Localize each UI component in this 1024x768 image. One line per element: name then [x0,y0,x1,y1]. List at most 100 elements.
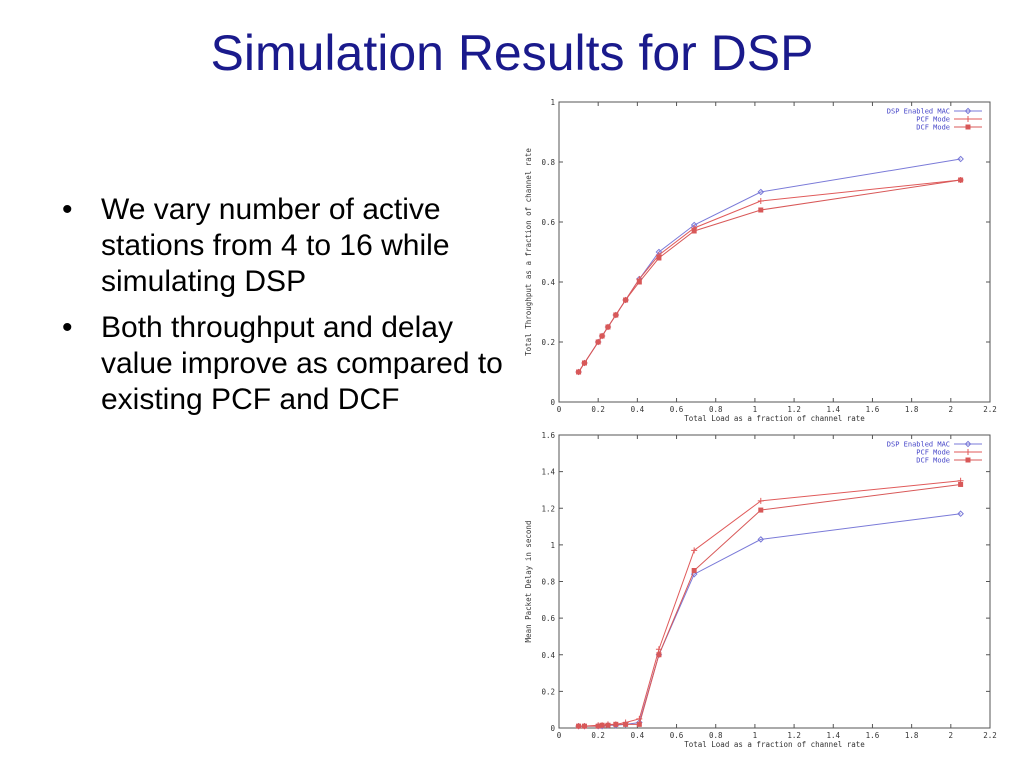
throughput-x-tick-label: 1.4 [826,405,840,414]
throughput-x-tick-label: 2.2 [983,405,997,414]
delay-y-axis-label: Mean Packet Delay in second [524,521,533,643]
throughput-y-tick-label: 0.4 [541,278,555,287]
delay-y-tick-label: 0 [550,724,555,733]
delay-x-tick-label: 0.8 [709,731,723,740]
throughput-data-point [595,339,601,345]
delay-x-tick-label: 0.2 [591,731,605,740]
delay-x-tick-label: 1.2 [787,731,801,740]
throughput-x-tick-label: 1.2 [787,405,801,414]
throughput-data-point [757,188,765,196]
throughput-data-point [623,297,629,303]
throughput-data-point [581,360,587,366]
throughput-x-tick-label: 0.2 [591,405,605,414]
delay-data-point [636,721,642,727]
throughput-legend-marker [965,116,971,122]
delay-x-axis-label: Total Load as a fraction of channel rate [684,740,865,749]
delay-x-tick-label: 1.4 [826,731,840,740]
throughput-data-point [758,207,764,213]
throughput-legend-label: PCF Mode [916,116,950,124]
throughput-x-tick-label: 0.4 [631,405,645,414]
throughput-data-point [599,333,605,339]
throughput-data-point [957,155,964,163]
delay-y-tick-label: 0.8 [541,578,555,587]
delay-data-point [656,652,662,658]
delay-series-line [578,480,961,727]
throughput-data-point [636,279,642,285]
delay-x-tick-label: 1.6 [866,731,880,740]
delay-data-point [613,721,619,727]
delay-chart: 0 0.2 0.4 0.6 0.8 1 1.2 1.4 1.6 1.8 2 2.2 0 0.2 0.4 0.6… [524,431,997,749]
throughput-x-tick-label: 0 [557,405,562,414]
throughput-y-tick-label: 1 [550,98,555,107]
throughput-legend-marker [965,124,971,130]
delay-x-tick-label: 1 [753,731,758,740]
throughput-chart: 0 0.2 0.4 0.6 0.8 1 1.2 1.4 1.6 1.8 2 2.2 0 0.2 0.4 0.6… [524,98,997,423]
delay-data-point [691,547,698,554]
delay-data-point [690,570,698,578]
delay-legend-marker [964,440,972,448]
throughput-y-axis-label: Total Throughput as a fraction of channe… [524,148,533,356]
delay-y-tick-label: 1.4 [541,468,555,477]
delay-series-line [578,513,961,727]
throughput-x-tick-label: 1.6 [866,405,880,414]
delay-y-tick-label: 1 [550,541,555,550]
delay-data-point [957,510,964,518]
delay-y-tick-label: 1.6 [541,431,555,440]
throughput-x-tick-label: 0.6 [670,405,684,414]
throughput-legend-label: DCF Mode [916,124,950,132]
delay-x-tick-label: 2 [949,731,954,740]
delay-plot-frame [558,434,991,729]
delay-x-tick-label: 0 [557,731,562,740]
bullet-text: Both throughput and delay value improve … [101,311,503,416]
delay-y-tick-label: 0.4 [541,651,555,660]
bullet-text: We vary number of active stations from 4… [101,193,450,298]
throughput-x-tick-label: 0.8 [709,405,723,414]
delay-x-tick-label: 2.2 [983,731,997,740]
throughput-data-point [691,228,697,234]
throughput-x-axis-label: Total Load as a fraction of channel rate [684,414,865,423]
throughput-data-point [605,324,611,330]
throughput-legend-label: DSP Enabled MAC [887,108,950,116]
delay-legend-label: DCF Mode [916,457,950,465]
delay-y-tick-label: 0.2 [541,687,555,696]
delay-data-point [758,507,764,513]
throughput-series-line [578,179,961,373]
throughput-y-tick-label: 0.8 [541,158,555,167]
delay-legend-marker [965,449,971,455]
bullet-dot: • [62,311,73,344]
throughput-y-tick-label: 0.6 [541,218,555,227]
delay-y-tick-label: 1.2 [541,504,555,513]
throughput-y-tick-label: 0.2 [541,338,555,347]
throughput-data-point [958,177,964,183]
throughput-data-point [757,198,764,204]
delay-data-point [958,481,964,487]
throughput-y-tick-label: 0 [550,398,555,407]
delay-legend-label: PCF Mode [916,449,950,457]
bullet-dot: • [62,193,73,226]
delay-data-point [757,536,765,543]
delay-data-point [757,497,764,504]
delay-data-point [691,568,697,574]
delay-y-tick-label: 0.6 [541,614,555,623]
delay-legend-label: DSP Enabled MAC [887,441,950,449]
delay-data-point [623,721,629,727]
throughput-plot-frame [558,101,991,403]
throughput-x-tick-label: 1 [753,405,758,414]
delay-legend-marker [965,457,971,463]
throughput-data-point [576,369,582,375]
throughput-x-tick-label: 2 [949,405,954,414]
throughput-data-point [656,255,662,261]
bullet-list: • We vary number of active stations from… [58,192,508,428]
delay-x-tick-label: 0.4 [631,731,645,740]
slide-title: Simulation Results for DSP [210,25,814,81]
delay-data-point [581,723,587,729]
delay-data-point [605,722,611,728]
delay-data-point [599,722,605,728]
delay-x-tick-label: 1.8 [905,731,919,740]
bullet-item: • We vary number of active stations from… [58,192,508,300]
throughput-data-point [613,312,619,318]
delay-data-point [576,723,582,729]
throughput-x-tick-label: 1.8 [905,405,919,414]
throughput-series-line [578,158,961,373]
throughput-legend-marker [964,107,972,115]
